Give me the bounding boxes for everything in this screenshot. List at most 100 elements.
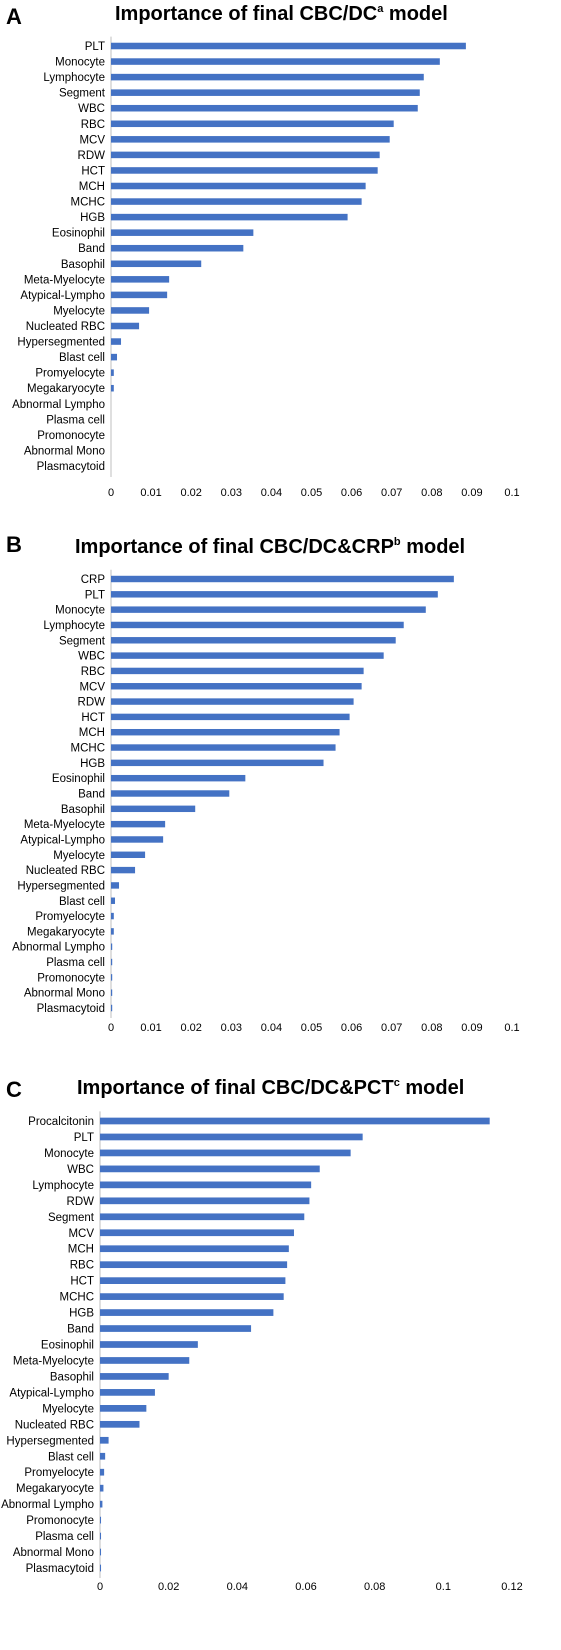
x-tick-label: 0.07 [381,1022,402,1034]
bar [100,1213,305,1221]
bar [111,1004,113,1012]
bar [100,1564,102,1572]
category-label: Nucleated RBC [26,321,105,333]
bar [111,42,466,50]
category-label: MCHC [71,197,106,209]
category-label: Basophil [61,259,105,271]
bar [111,104,418,112]
bar [111,575,454,583]
category-label: Lymphocyte [43,72,105,84]
bar [100,1245,289,1253]
bar [111,353,118,361]
x-tick-label: 0.06 [341,1022,362,1034]
bar [100,1405,147,1412]
x-tick-label: 0.02 [180,487,201,499]
bar [100,1165,320,1173]
category-label: Myelocyte [53,305,105,317]
category-label: Abnormal Lympho [12,399,105,411]
x-tick-label: 0 [108,487,114,499]
x-tick-label: 0 [97,1581,103,1593]
chart-title-superscript: b [394,536,401,548]
bar [111,912,114,920]
category-label: Atypical-Lympho [20,290,105,302]
panel-label: B [6,532,22,557]
category-label: WBC [67,1164,94,1176]
bar [100,1468,105,1476]
bar [100,1548,102,1556]
category-label: CRP [81,574,106,586]
bar [111,73,424,81]
bar [100,1389,155,1396]
category-label: Promonocyte [37,430,105,442]
x-tick-label: 0.06 [295,1581,316,1593]
category-label: MCHC [60,1292,95,1304]
category-label: Megakaryocyte [27,383,105,395]
bar [111,369,114,376]
category-label: Promonocyte [26,1515,94,1527]
chart-title-suffix: model [383,3,447,25]
category-label: Nucleated RBC [26,865,105,877]
bar [111,637,396,644]
category-label: MCH [68,1244,94,1256]
category-label: RDW [67,1196,95,1208]
bar [111,198,362,205]
bar [111,167,378,174]
panel-label: C [6,1077,22,1102]
category-label: Megakaryocyte [16,1483,94,1495]
x-tick-label: 0.09 [461,487,482,499]
category-label: Abnormal Mono [24,988,105,1000]
category-label: MCV [79,681,105,693]
category-label: MCV [79,134,105,146]
category-label: Myelocyte [42,1403,94,1415]
chart-title-main: Importance of final CBC/DC [115,3,377,25]
x-tick-label: 0.12 [501,1581,522,1593]
category-label: Plasma cell [46,414,105,426]
category-label: Band [78,243,105,255]
bar [111,136,390,143]
bar [111,744,336,751]
bar [111,698,354,705]
category-label: Eosinophil [41,1340,94,1352]
category-label: RBC [81,666,105,678]
bar [100,1373,169,1380]
bar [111,882,120,889]
bar [111,338,122,345]
x-tick-label: 0.1 [504,1022,519,1034]
category-label: Meta-Myelocyte [13,1355,94,1367]
category-label: HGB [80,758,105,770]
category-label: Atypical-Lympho [9,1387,94,1399]
category-label: Meta-Myelocyte [24,274,105,286]
category-label: Plasma cell [46,957,105,969]
category-label: Procalcitonin [28,1116,94,1128]
x-tick-label: 0.06 [341,487,362,499]
bar [111,667,364,675]
bar [111,851,146,859]
bar [100,1420,140,1428]
category-label: Meta-Myelocyte [24,819,105,831]
category-label: HCT [81,712,105,724]
bar [111,276,170,283]
category-label: Plasma cell [35,1531,94,1543]
bar [111,713,350,721]
panel-label: A [6,4,22,29]
bar [100,1181,312,1189]
category-label: Promonocyte [37,972,105,984]
category-label: MCH [79,727,105,739]
bar [100,1341,198,1348]
category-label: MCV [68,1228,94,1240]
x-tick-label: 0.08 [421,1022,442,1034]
chart-panel-c: C Importance of final CBC/DC&PCTc model Pr… [1,1077,523,1593]
bar [111,591,438,598]
bar [100,1532,102,1540]
bar [111,958,113,966]
bar [100,1500,103,1508]
x-tick-label: 0.04 [261,487,282,499]
category-label: Basophil [61,804,105,816]
category-label: HGB [69,1308,94,1320]
category-label: WBC [78,103,105,115]
category-label: Promyelocyte [35,911,105,923]
chart-panel-b: B Importance of final CBC/DC&CRPb model CR… [6,532,520,1034]
bar [111,974,113,981]
bar [111,989,113,996]
category-label: Promyelocyte [24,1467,94,1479]
